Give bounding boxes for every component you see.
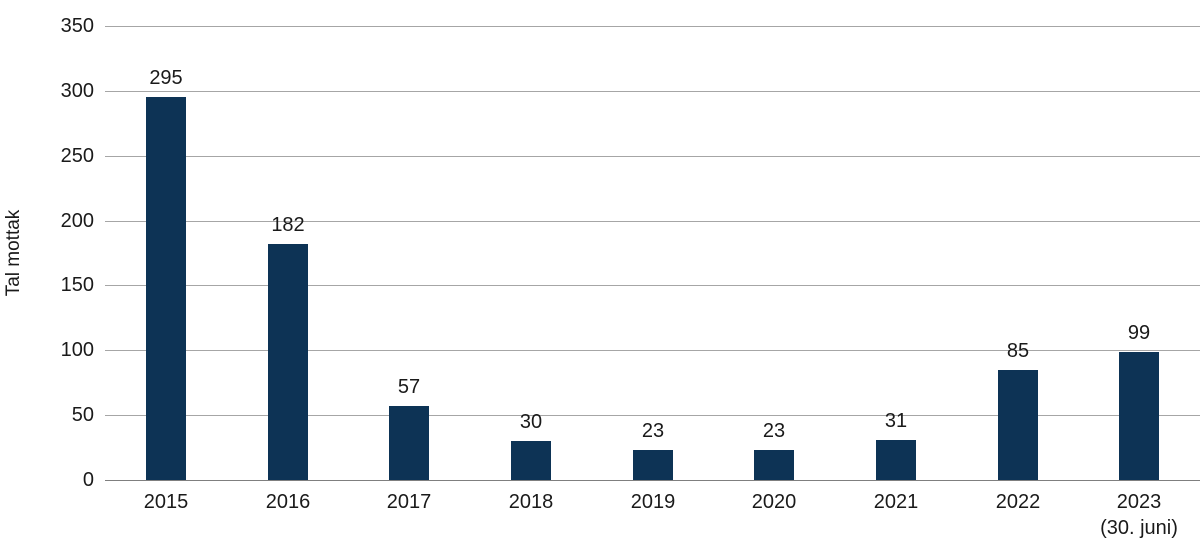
y-tick-label: 250 bbox=[60, 145, 94, 167]
x-tick-label: 2017 bbox=[386, 491, 432, 513]
bar-value-label: 182 bbox=[271, 214, 305, 236]
bar-value-label: 295 bbox=[149, 67, 183, 89]
bar-value-label: 57 bbox=[397, 376, 421, 398]
bar-value-label: 31 bbox=[884, 410, 908, 432]
bar-2017 bbox=[389, 406, 429, 480]
x-tick-label: 2015 bbox=[143, 491, 189, 513]
bar-2016 bbox=[268, 244, 308, 480]
bar-value-label: 23 bbox=[762, 420, 786, 442]
y-tick-label: 50 bbox=[71, 404, 94, 426]
bar-2019 bbox=[633, 450, 673, 480]
x-tick-label: 2023 (30. juni) bbox=[1100, 491, 1178, 539]
x-tick-label: 2019 bbox=[630, 491, 676, 513]
x-axis-line bbox=[105, 480, 1200, 481]
y-tick-label: 0 bbox=[82, 469, 94, 491]
bar-value-label: 23 bbox=[641, 420, 665, 442]
y-tick-label: 300 bbox=[60, 80, 94, 102]
x-tick-label: 2021 bbox=[873, 491, 919, 513]
bar-2021 bbox=[876, 440, 916, 480]
bar-2015 bbox=[146, 97, 186, 480]
y-tick-label: 350 bbox=[60, 15, 94, 37]
gridline bbox=[105, 285, 1200, 286]
gridline bbox=[105, 156, 1200, 157]
gridline bbox=[105, 26, 1200, 27]
bar-2022 bbox=[998, 370, 1038, 480]
gridline bbox=[105, 350, 1200, 351]
x-tick-label: 2016 bbox=[265, 491, 311, 513]
x-tick-label: 2020 bbox=[751, 491, 797, 513]
bar-value-label: 99 bbox=[1127, 322, 1151, 344]
gridline bbox=[105, 221, 1200, 222]
bar-2023 bbox=[1119, 352, 1159, 480]
gridline bbox=[105, 91, 1200, 92]
bar-2018 bbox=[511, 441, 551, 480]
bar-value-label: 30 bbox=[519, 411, 543, 433]
gridline bbox=[105, 415, 1200, 416]
y-tick-label: 100 bbox=[60, 339, 94, 361]
bar-2020 bbox=[754, 450, 794, 480]
y-tick-label: 200 bbox=[60, 210, 94, 232]
x-tick-label: 2022 bbox=[995, 491, 1041, 513]
x-tick-label: 2018 bbox=[508, 491, 554, 513]
y-tick-label: 150 bbox=[60, 274, 94, 296]
bar-value-label: 85 bbox=[1006, 340, 1030, 362]
